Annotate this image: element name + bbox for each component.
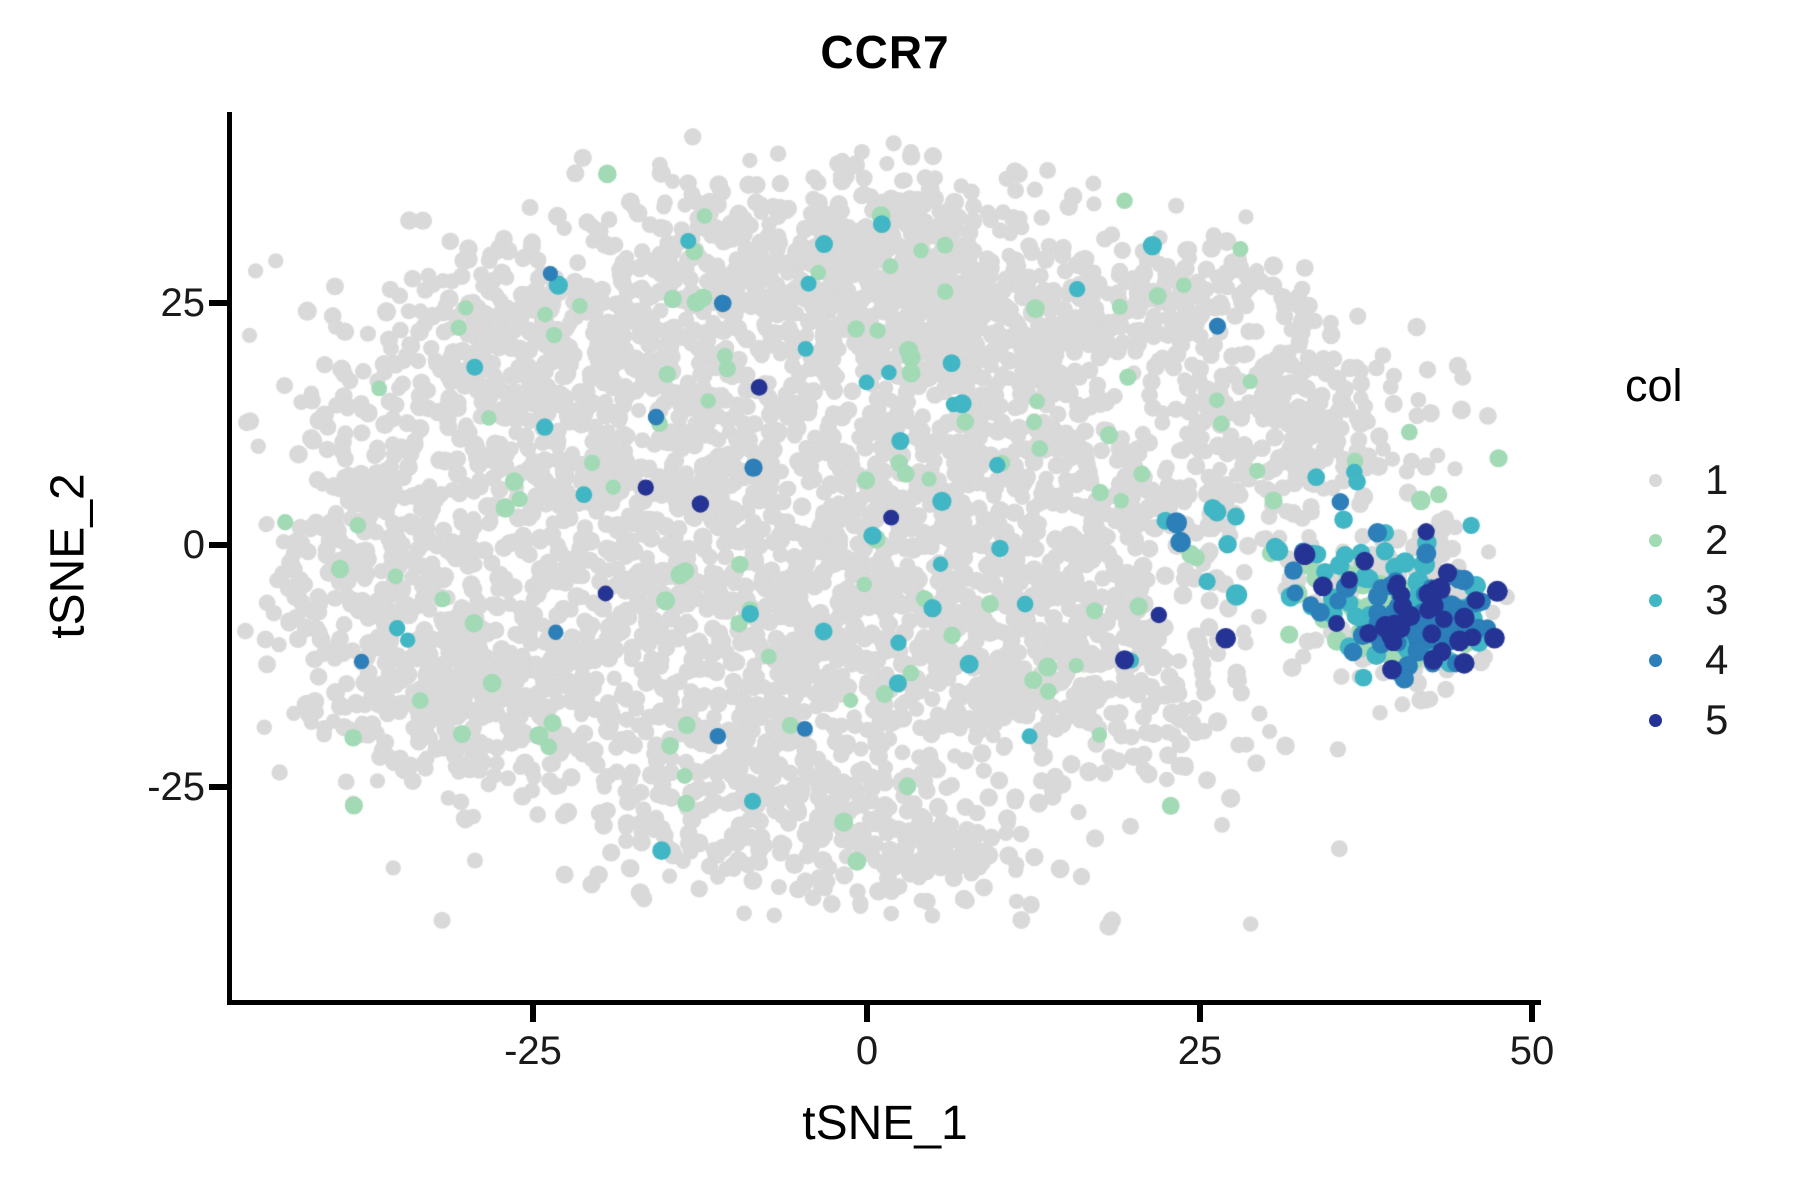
x-tick-mark [1529, 1005, 1535, 1022]
legend-title: col [1625, 360, 1683, 411]
x-axis-line [227, 1000, 1541, 1005]
legend-point-5-icon [1649, 714, 1662, 727]
legend-item-label: 5 [1705, 696, 1729, 743]
legend-item-label: 2 [1705, 516, 1729, 563]
legend-item: 2 [1625, 514, 1795, 566]
legend-point-2-icon [1649, 534, 1662, 547]
legend-item-label: 1 [1705, 456, 1729, 503]
legend-item: 3 [1625, 574, 1795, 626]
x-tick-label: -25 [504, 1029, 562, 1073]
x-axis-title: tSNE_1 [802, 1097, 968, 1150]
legend-item: 4 [1625, 634, 1795, 686]
y-tick-label: 0 [182, 523, 205, 567]
y-axis-title: tSNE_2 [41, 473, 95, 639]
y-tick-label: 25 [160, 281, 206, 325]
x-tick-label: 0 [855, 1029, 879, 1073]
legend-item-label: 4 [1705, 636, 1729, 683]
y-tick-mark [209, 784, 227, 790]
y-axis-line [227, 112, 232, 1005]
legend-item: 1 [1625, 454, 1795, 506]
x-tick-label: 25 [1177, 1029, 1223, 1073]
y-tick-mark [209, 300, 227, 306]
x-tick-mark [864, 1005, 870, 1022]
x-tick-mark [1197, 1005, 1203, 1022]
legend-item: 5 [1625, 694, 1795, 746]
plot-title: CCR7 [820, 26, 950, 78]
legend-item-label: 3 [1705, 576, 1729, 623]
y-tick-mark [209, 542, 227, 548]
legend-point-1-icon [1649, 474, 1662, 487]
x-tick-label: 50 [1509, 1029, 1555, 1073]
scatter-plot-canvas [229, 112, 1541, 1001]
legend-point-3-icon [1649, 594, 1662, 607]
x-tick-mark [530, 1005, 536, 1022]
legend-point-4-icon [1649, 654, 1662, 667]
y-tick-label: -25 [147, 765, 205, 809]
